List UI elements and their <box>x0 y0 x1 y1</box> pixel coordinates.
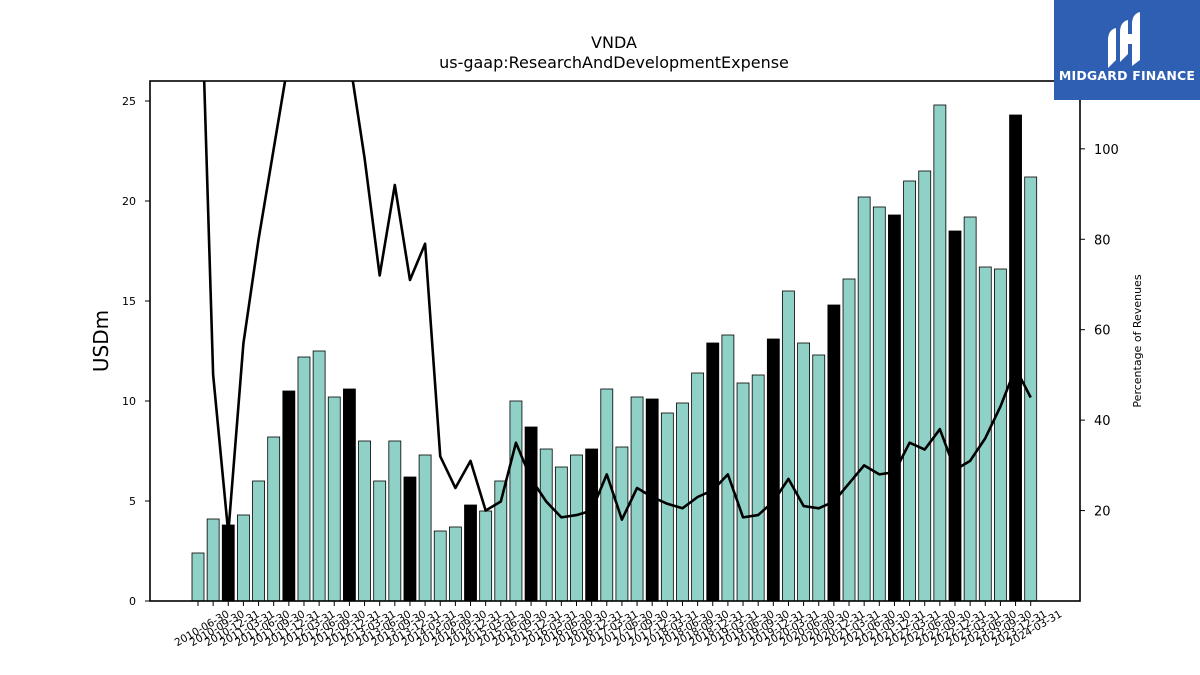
bar-2016-12-31 <box>585 448 599 602</box>
bar-2014-03-31 <box>418 454 432 602</box>
bar-2010-09-30 <box>206 518 220 602</box>
bar-2012-03-31 <box>297 356 311 602</box>
bar-2013-12-31 <box>403 476 417 602</box>
bar-2021-09-30 <box>872 206 886 602</box>
bar-2017-03-31 <box>600 388 614 602</box>
plot-frame <box>149 80 1081 602</box>
y-tick-label: 25 <box>122 95 136 108</box>
y2-tick-label: 80 <box>1094 233 1111 248</box>
bar-2015-12-31 <box>524 426 538 602</box>
bar-2022-12-31 <box>948 230 962 602</box>
bar-2016-06-30 <box>554 466 568 602</box>
bar-2013-09-30 <box>388 440 402 602</box>
bar-2010-06-30 <box>191 552 205 602</box>
percentage-of-revenues-line <box>202 81 1032 535</box>
bar-2019-09-30 <box>751 374 765 602</box>
y-axis-label-right: Percentage of Revenues <box>1131 274 1144 407</box>
y-tick-label: 0 <box>129 595 136 608</box>
bar-2020-12-31 <box>827 304 841 602</box>
y2-tick-label: 60 <box>1094 324 1111 339</box>
bar-2022-03-31 <box>903 180 916 602</box>
bar-2020-06-30 <box>797 342 810 602</box>
y-tick-label: 15 <box>122 295 136 308</box>
bar-2018-06-30 <box>676 402 689 602</box>
bar-2023-09-30 <box>994 268 1007 602</box>
bar-2011-12-31 <box>282 390 296 602</box>
bar-2019-06-30 <box>736 382 750 602</box>
bar-2015-03-31 <box>479 510 493 602</box>
bar-group <box>191 104 1038 602</box>
percentage-line-group <box>202 81 1032 535</box>
bar-2016-09-30 <box>570 454 583 602</box>
axes: 0510152025204060801002010-06-302010-09-3… <box>122 80 1119 649</box>
bar-2019-12-31 <box>766 338 780 602</box>
bar-2019-03-31 <box>721 334 735 602</box>
y2-tick-label: 20 <box>1094 505 1111 520</box>
brand-logo: MIDGARD FINANCE <box>1054 0 1200 100</box>
bar-2020-09-30 <box>812 354 826 602</box>
bar-2023-03-31 <box>963 216 977 602</box>
bar-2017-06-30 <box>615 446 629 602</box>
bar-2023-06-30 <box>978 266 992 602</box>
bar-2021-12-31 <box>888 214 901 602</box>
bar-2011-06-30 <box>252 480 265 602</box>
bar-2021-06-30 <box>857 196 871 602</box>
brand-name: MIDGARD FINANCE <box>1058 68 1196 83</box>
bar-2021-03-31 <box>842 278 856 602</box>
bar-2022-06-30 <box>918 170 932 602</box>
bar-2016-03-31 <box>539 448 553 602</box>
y-tick-label: 5 <box>129 495 136 508</box>
bar-2013-03-31 <box>358 440 371 602</box>
y-tick-label: 10 <box>122 395 136 408</box>
bar-2013-06-30 <box>373 480 387 602</box>
bar-2018-09-30 <box>691 372 705 602</box>
chart-title: VNDA <box>591 33 637 52</box>
bar-2022-09-30 <box>933 104 947 602</box>
bar-2014-09-30 <box>448 526 462 602</box>
bar-2012-06-30 <box>312 350 326 602</box>
y2-tick-label: 40 <box>1094 414 1111 429</box>
bar-2012-09-30 <box>327 396 341 602</box>
bar-2011-03-31 <box>237 514 250 602</box>
bar-2020-03-31 <box>782 290 795 602</box>
chart-subtitle: us-gaap:ResearchAndDevelopmentExpense <box>439 53 789 72</box>
bar-2014-06-30 <box>433 530 447 602</box>
y-tick-label: 20 <box>122 195 136 208</box>
bar-2023-12-31 <box>1009 114 1022 602</box>
bar-2015-09-30 <box>509 400 523 602</box>
bar-2018-12-31 <box>706 342 720 602</box>
bar-2011-09-30 <box>267 436 281 602</box>
y2-tick-label: 100 <box>1094 143 1119 158</box>
bar-2010-12-31 <box>221 524 235 602</box>
midgard-logo-icon <box>1108 12 1140 68</box>
bar-2014-12-31 <box>464 504 477 602</box>
bar-2012-12-31 <box>342 388 356 602</box>
bar-2018-03-31 <box>660 412 674 602</box>
y-axis-label-left: USDm <box>89 310 113 372</box>
